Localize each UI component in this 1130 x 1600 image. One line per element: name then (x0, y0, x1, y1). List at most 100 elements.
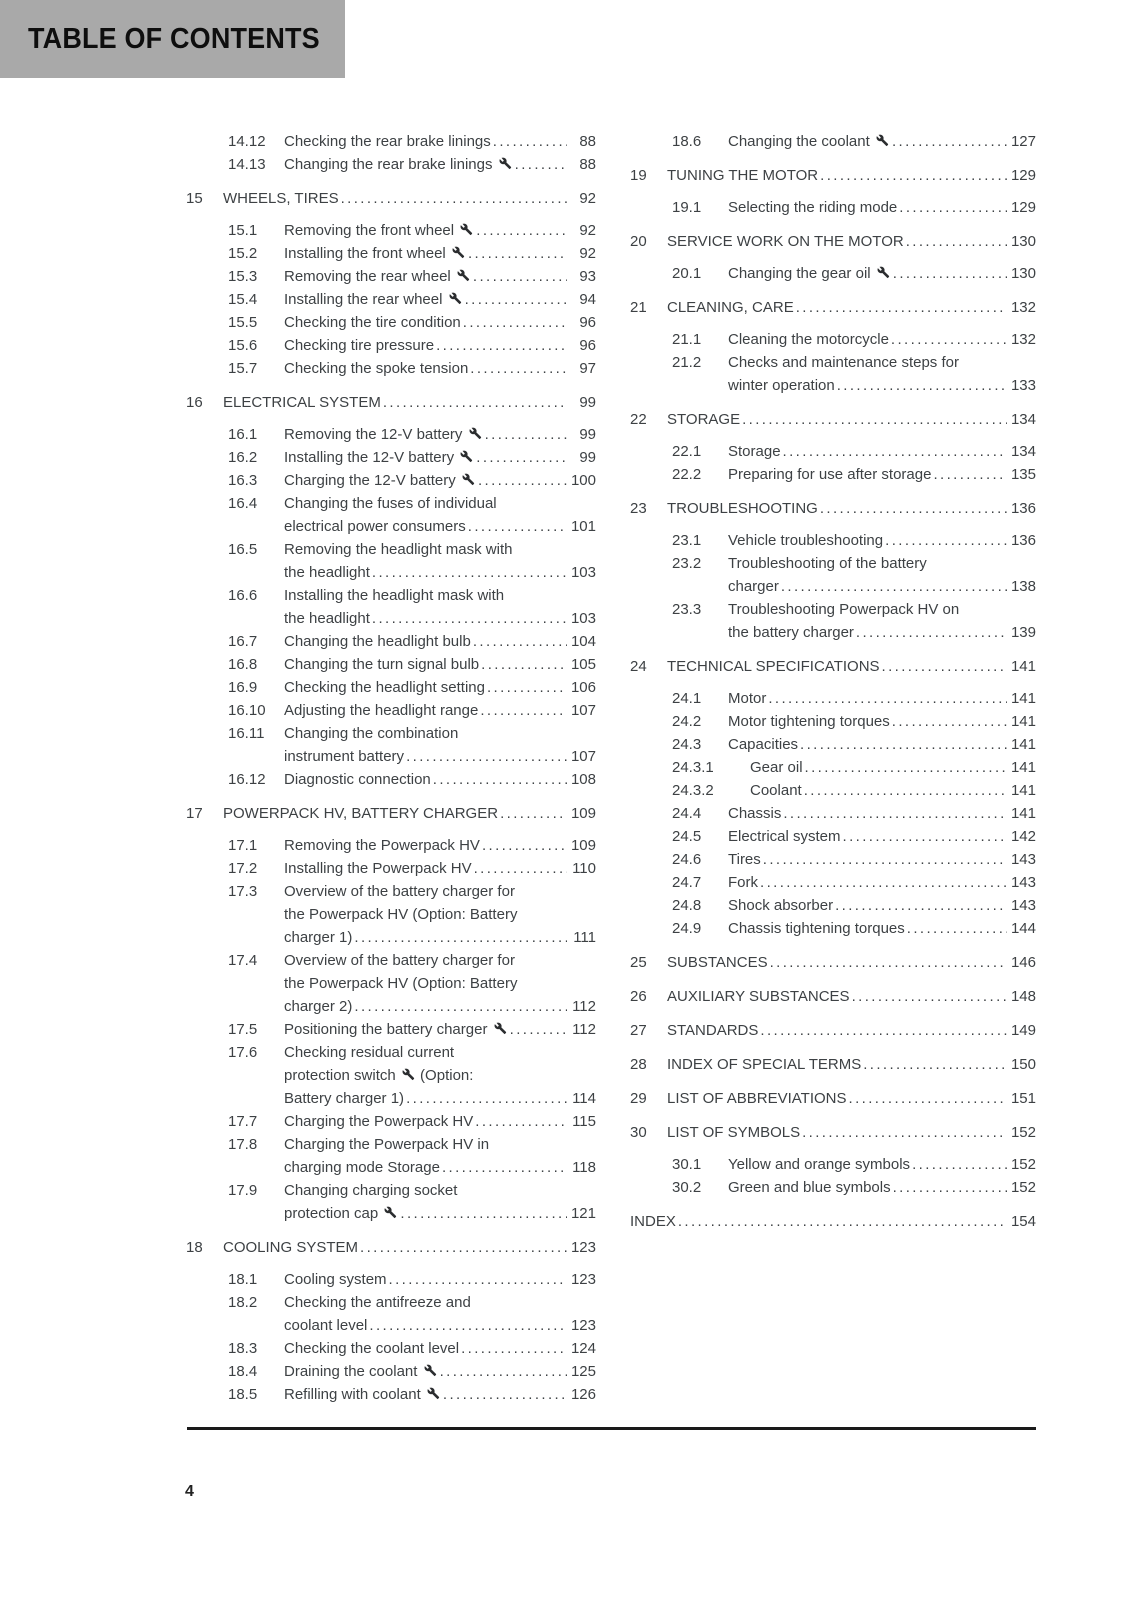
dot-leader (885, 529, 1007, 552)
toc-entry: 20.1 Changing the gear oil 130 (630, 262, 1036, 285)
toc-entry-page: 148 (1010, 988, 1036, 1005)
toc-entry-text: Chassis (728, 805, 782, 822)
toc-entry: 24 TECHNICAL SPECIFICATIONS 141 (630, 655, 1036, 678)
toc-entry-page: 152 (1010, 1179, 1036, 1196)
toc-entry-page: 129 (1010, 199, 1036, 216)
toc-entry-body: Shock absorber 143 (728, 894, 1036, 917)
toc-entry: 15.1 Removing the front wheel 92 (186, 219, 596, 242)
dot-leader (476, 219, 567, 242)
toc-entry-line: Green and blue symbols 152 (728, 1176, 1036, 1199)
dot-leader (678, 1210, 1007, 1233)
toc-entry-line: Fork 143 (728, 871, 1036, 894)
dot-leader (912, 1153, 1007, 1176)
toc-entry-page: 141 (1010, 736, 1036, 753)
toc-entry: 18.6 Changing the coolant 127 (630, 130, 1036, 153)
toc-entry-body: Changing the rear brake linings 88 (284, 153, 596, 176)
toc-entry-number: 20 (630, 233, 647, 250)
toc-entry-text: protection switch (Option: (284, 1067, 474, 1084)
dot-leader (770, 951, 1007, 974)
toc-entry-body: Installing the 12-V battery 99 (284, 446, 596, 469)
toc-entry: 27 STANDARDS 149 (630, 1019, 1036, 1042)
toc-entry-body: Charging the 12-V battery 100 (284, 469, 596, 492)
toc-column-right: 18.6 Changing the coolant 127 19 TUNING THE… (630, 130, 1036, 1242)
dot-leader (470, 357, 567, 380)
toc-entry-text: Tires (728, 851, 761, 868)
toc-entry-number: 24.8 (672, 897, 702, 914)
toc-entry-line: charger 2) 112 (284, 995, 596, 1018)
toc-entry-page: 123 (570, 1317, 596, 1334)
toc-entry-number: 30.2 (672, 1179, 702, 1196)
toc-entry-number: 23.2 (672, 555, 702, 572)
toc-entry: 14.13 Changing the rear brake linings 88 (186, 153, 596, 176)
toc-entry-line: Charging the Powerpack HV in (284, 1133, 596, 1156)
toc-entry-line: Changing the turn signal bulb 105 (284, 653, 596, 676)
dot-leader (406, 745, 567, 768)
toc-entry-page: 121 (570, 1205, 596, 1222)
toc-entry-body: Capacities 141 (728, 733, 1036, 756)
toc-entry: 17.4 Overview of the battery charger for t… (186, 949, 596, 1018)
toc-entry-page: 96 (579, 337, 596, 354)
toc-entry-text: Checking the rear brake linings (284, 133, 491, 150)
toc-entry-body: Removing the headlight mask with the head… (284, 538, 596, 584)
toc-entry-text: Checking the tire condition (284, 314, 461, 331)
toc-entry-text: Troubleshooting of the battery (728, 555, 927, 572)
toc-entry-body: Troubleshooting Powerpack HV on the batte… (728, 598, 1036, 644)
toc-entry-text: charging mode Storage (284, 1159, 440, 1176)
toc-entry-text: CLEANING, CARE (667, 299, 794, 316)
toc-entry-body: SERVICE WORK ON THE MOTOR 130 (667, 230, 1036, 253)
toc-entry-page: 151 (1010, 1090, 1036, 1107)
toc-entry-number: 23 (630, 500, 647, 517)
toc-entry-line: electrical power consumers 101 (284, 515, 596, 538)
toc-entry-body: WHEELS, TIRES 92 (223, 187, 596, 210)
dot-leader (465, 288, 567, 311)
wrench-icon (877, 266, 890, 279)
toc-entry-text: AUXILIARY SUBSTANCES (667, 988, 850, 1005)
toc-entry-text: LIST OF SYMBOLS (667, 1124, 801, 1141)
toc-entry: 17.9 Changing charging socket protection c… (186, 1179, 596, 1225)
dot-leader (440, 1360, 567, 1383)
toc-entry-text: Checking the coolant level (284, 1340, 460, 1357)
toc-entry-line: Changing the coolant 127 (728, 130, 1036, 153)
dot-leader (893, 262, 1007, 285)
toc-entry: 28 INDEX OF SPECIAL TERMS 150 (630, 1053, 1036, 1076)
toc-entry-number: 14.13 (228, 156, 266, 173)
toc-entry-text: Storage (728, 443, 781, 460)
toc-entry: 17.2 Installing the Powerpack HV 110 (186, 857, 596, 880)
wrench-icon (402, 1068, 415, 1081)
toc-entry-number: 26 (630, 988, 647, 1005)
dot-leader (802, 1121, 1007, 1144)
dot-leader (354, 926, 567, 949)
dot-leader (843, 825, 1007, 848)
toc-entry-number: 16 (186, 394, 203, 411)
toc-entry-text: electrical power consumers (284, 518, 466, 535)
toc-entry-body: Yellow and orange symbols 152 (728, 1153, 1036, 1176)
toc-entry-page: 115 (572, 1113, 596, 1130)
toc-entry: 26 AUXILIARY SUBSTANCES 148 (630, 985, 1036, 1008)
toc-entry-line: Tires 143 (728, 848, 1036, 871)
toc-entry: 19.1 Selecting the riding mode 129 (630, 196, 1036, 219)
toc-entry-page: 127 (1010, 133, 1036, 150)
toc-entry-text: Charging the 12-V battery (284, 469, 476, 492)
toc-entry-line: Changing the fuses of individual (284, 492, 596, 515)
toc-entry-line: Refilling with coolant 126 (284, 1383, 596, 1406)
toc-entry-text: COOLING SYSTEM (223, 1239, 359, 1256)
toc-entry: 23 TROUBLESHOOTING 136 (630, 497, 1036, 520)
toc-entry-page: 143 (1010, 874, 1036, 891)
toc-entry-body: Chassis 141 (728, 802, 1036, 825)
dot-leader (383, 391, 567, 414)
toc-entry-line: the headlight 103 (284, 561, 596, 584)
toc-entry-body: Fork 143 (728, 871, 1036, 894)
toc-entry: 24.9 Chassis tightening torques 144 (630, 917, 1036, 940)
toc-entry-number: 30 (630, 1124, 647, 1141)
toc-entry-line: Installing the Powerpack HV 110 (284, 857, 596, 880)
toc-entry: INDEX 154 (630, 1210, 1036, 1233)
toc-entry-body: Checking residual current protection swit… (284, 1041, 596, 1110)
toc-entry-text: Yellow and orange symbols (728, 1156, 911, 1173)
toc-entry-number: 17.6 (228, 1044, 258, 1061)
toc-entry-body: Installing the rear wheel 94 (284, 288, 596, 311)
toc-entry-text: Installing the headlight mask with (284, 587, 505, 604)
page-title: TABLE OF CONTENTS (28, 22, 320, 55)
toc-entry-page: 112 (572, 998, 596, 1015)
toc-entry-number: 18.4 (228, 1363, 258, 1380)
toc-entry-body: Changing the gear oil 130 (728, 262, 1036, 285)
